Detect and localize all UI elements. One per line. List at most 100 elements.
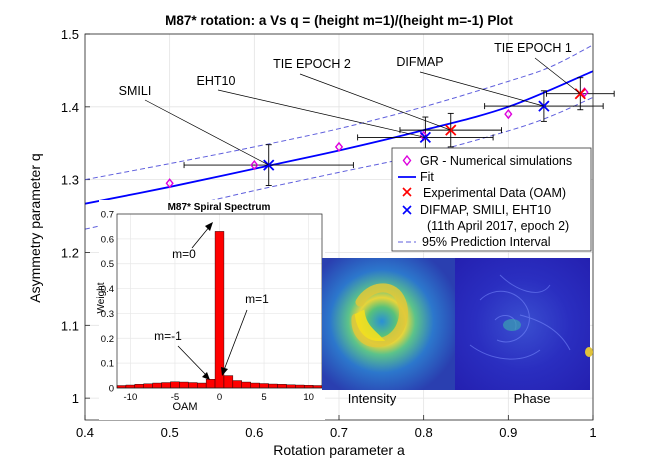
spectrum-bar xyxy=(232,380,242,389)
inset-spectrum: M87* Spiral Spectrum 0 0.1 0.2 0.3 0.4 0.5 0.6… xyxy=(96,200,325,420)
annotation-m-1-arrowhead xyxy=(202,372,210,380)
spectrum-bar xyxy=(312,385,323,389)
inset-y-tick-label: 0.2 xyxy=(101,334,114,345)
spectrum-bar xyxy=(152,382,162,389)
spectrum-bar xyxy=(161,382,171,389)
main-ylabel: Asymmetry parameter q xyxy=(27,153,43,302)
legend-red-cross-icon xyxy=(402,187,412,197)
intensity-image: Intensity xyxy=(322,258,455,406)
oam-point xyxy=(445,124,457,136)
legend-entry-oam: Experimental Data (OAM) xyxy=(402,186,566,200)
legend-label-blue-cross: DIFMAP, SMILI, EHT10 xyxy=(420,203,551,217)
spectrum-bar xyxy=(303,385,314,389)
gr-simulation-point xyxy=(504,108,513,120)
y-tick-label: 1 xyxy=(72,391,79,406)
annotation-m0: m=0 xyxy=(172,247,196,261)
spectrum-bar xyxy=(179,381,189,389)
y-tick-label: 1.1 xyxy=(61,318,79,333)
intensity-label: Intensity xyxy=(348,391,397,406)
inset-y-tick-label: 0.5 xyxy=(101,259,114,270)
annotation-m-1: m=-1 xyxy=(154,329,182,343)
inset-x-tick-label: 0 xyxy=(217,392,222,403)
blue-cross-point xyxy=(419,131,431,144)
blue-cross-point xyxy=(263,159,275,171)
point-label: DIFMAP xyxy=(396,55,443,69)
spectrum-bar xyxy=(223,375,234,389)
spectrum-bar xyxy=(295,384,305,389)
spectrum-bar xyxy=(241,381,251,389)
main-title: M87* rotation: a Vs q = (height m=1)/(he… xyxy=(165,13,513,28)
spectrum-bar xyxy=(188,382,198,389)
annotation-m-1-arrow xyxy=(177,345,208,377)
point-label: TIE EPOCH 2 xyxy=(273,57,351,71)
inset-xlabel: OAM xyxy=(172,401,197,413)
prediction-upper-line xyxy=(85,44,593,181)
spectrum-bar xyxy=(259,383,269,389)
spectrum-bar xyxy=(143,383,153,389)
legend-entry-fit: Fit xyxy=(398,170,434,184)
legend: GR - Numerical simulations Fit Experimen… xyxy=(391,147,592,252)
inset-y-tick-label: 0.7 xyxy=(101,210,114,221)
legend-label-date: (11th April 2017, epoch 2) xyxy=(427,219,569,233)
x-tick-label: 0.7 xyxy=(330,425,348,440)
x-tick-label: 1 xyxy=(589,425,596,440)
inset-y-tick-label: 0.6 xyxy=(101,234,114,245)
point-label: EHT10 xyxy=(197,74,236,88)
phase-label: Phase xyxy=(514,391,551,406)
label-leader-line xyxy=(217,89,426,138)
x-tick-label: 0.6 xyxy=(245,425,263,440)
x-tick-label: 0.9 xyxy=(499,425,517,440)
spectrum-bar xyxy=(125,384,136,389)
main-plot-frame xyxy=(84,33,594,421)
intensity-ring xyxy=(351,283,409,348)
inset-annotations: m=0 m=1 m=-1 xyxy=(154,222,269,380)
legend-box xyxy=(391,147,592,252)
oam-point xyxy=(574,88,586,100)
legend-entry-pred: 95% Prediction Interval xyxy=(398,235,551,249)
annotation-m1: m=1 xyxy=(245,292,269,306)
legend-label-fit: Fit xyxy=(420,170,434,184)
spectrum-bar xyxy=(134,384,144,389)
inset-y-tick-label: 0.1 xyxy=(101,359,114,370)
point-label: SMILI xyxy=(119,84,152,98)
y-tick-label: 1.4 xyxy=(61,100,79,115)
y-tick-label: 1.5 xyxy=(61,27,79,42)
spectrum-bar xyxy=(286,384,296,389)
inset-y-tick-label: 0 xyxy=(109,384,114,395)
inset-x-tick-label: -5 xyxy=(171,392,179,403)
phase-image: Phase xyxy=(455,258,593,406)
intensity-hotspot xyxy=(354,309,386,342)
legend-label-gr: GR - Numerical simulations xyxy=(420,154,572,168)
gr-simulation-point xyxy=(334,141,344,153)
label-leader-line xyxy=(144,99,269,166)
x-tick-label: 0.8 xyxy=(415,425,433,440)
legend-label-pred: 95% Prediction Interval xyxy=(422,235,551,249)
annotation-m1-arrowhead xyxy=(221,367,228,376)
spectrum-bar xyxy=(277,384,287,389)
main-xlabel: Rotation parameter a xyxy=(273,442,405,458)
spectrum-bar xyxy=(197,382,207,389)
main-ticks: 0.4 0.5 0.6 0.7 0.8 0.9 1 1 1.1 1.2 1.3 1.4 1.5 xyxy=(61,27,597,440)
spectrum-bar xyxy=(205,379,216,389)
spectrum-bar xyxy=(250,382,260,389)
label-leader-line xyxy=(534,57,581,94)
annotation-m1-arrow xyxy=(223,309,248,371)
intensity-map xyxy=(322,258,455,390)
inset-x-tick-label: 5 xyxy=(261,392,266,403)
legend-blue-cross-icon xyxy=(402,205,412,215)
inset-x-tick-label: -10 xyxy=(124,392,138,403)
gr-simulation-point xyxy=(165,178,174,189)
legend-diamond-icon xyxy=(402,154,412,167)
y-tick-label: 1.3 xyxy=(61,173,79,188)
main-annotations: TIE EPOCH 1 TIE EPOCH 2 DIFMAP EHT10 SMILI xyxy=(119,41,581,166)
inset-title: M87* Spiral Spectrum xyxy=(168,202,271,213)
y-tick-label: 1.2 xyxy=(61,245,79,260)
phase-yellow-spot xyxy=(585,347,593,357)
inset-x-tick-label: 10 xyxy=(303,392,314,403)
legend-label-oam: Experimental Data (OAM) xyxy=(423,186,566,200)
spectrum-bar xyxy=(214,231,225,389)
x-tick-label: 0.5 xyxy=(161,425,179,440)
label-leader-line xyxy=(419,71,544,107)
annotation-m0-arrowhead xyxy=(205,222,213,231)
